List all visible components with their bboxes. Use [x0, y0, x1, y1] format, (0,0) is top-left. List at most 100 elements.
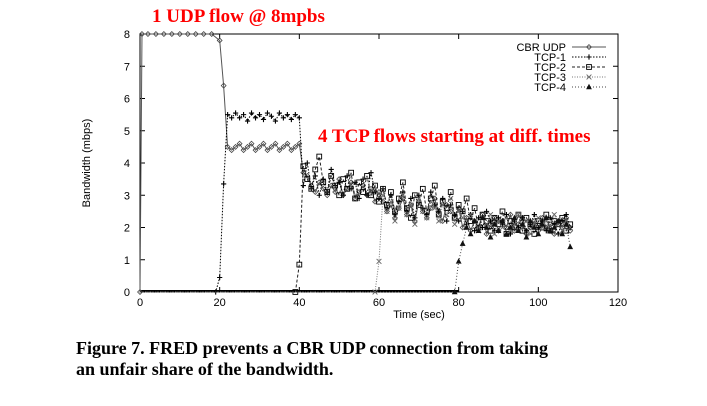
data-point-tcp-3 — [416, 195, 422, 202]
data-point-cbr-udp — [284, 140, 291, 147]
bandwidth-chart: 0 20 40 60 80 100 120 0 1 2 3 4 5 6 7 8 Time (sec) Bandwi… — [81, 29, 627, 321]
data-point-tcp-2 — [364, 173, 370, 179]
legend-marker-tcp-4 — [586, 83, 592, 90]
data-point-tcp-2 — [447, 189, 454, 195]
data-point-tcp-4 — [471, 217, 478, 224]
data-point-tcp-2 — [308, 185, 315, 192]
data-point-cbr-udp — [495, 227, 502, 234]
data-point-tcp-1 — [272, 118, 279, 124]
data-point-cbr-udp — [384, 208, 390, 215]
data-point-cbr-udp — [507, 211, 514, 218]
data-point-tcp-2 — [559, 214, 566, 221]
y-tick-label: 8 — [124, 29, 130, 41]
data-point-tcp-3 — [392, 218, 398, 224]
data-point-cbr-udp — [244, 143, 251, 150]
data-point-tcp-2 — [423, 208, 430, 215]
data-point-cbr-udp — [320, 185, 327, 192]
y-tick-label: 0 — [124, 287, 130, 299]
data-point-cbr-udp — [427, 205, 434, 212]
data-point-cbr-udp — [272, 140, 279, 147]
data-point-tcp-4 — [511, 214, 518, 221]
data-point-tcp-3 — [428, 198, 434, 205]
x-tick-label: 120 — [609, 297, 627, 309]
data-point-tcp-4 — [567, 243, 574, 250]
data-point-tcp-2 — [535, 218, 542, 224]
data-point-tcp-2 — [336, 192, 343, 199]
data-point-cbr-udp — [268, 143, 275, 150]
data-point-tcp-3 — [408, 202, 414, 208]
data-point-tcp-4 — [515, 227, 522, 234]
data-point-tcp-1 — [420, 205, 426, 211]
data-point-tcp-2 — [419, 185, 426, 192]
data-point-tcp-2 — [340, 176, 347, 182]
data-point-cbr-udp — [184, 31, 191, 37]
y-tick-label: 3 — [124, 190, 130, 202]
data-point-cbr-udp — [228, 147, 235, 154]
data-point-tcp-1 — [368, 170, 374, 176]
data-point-cbr-udp — [208, 31, 215, 37]
series-line-tcp-2 — [140, 156, 571, 293]
data-point-tcp-1 — [284, 112, 290, 118]
data-point-tcp-2 — [455, 202, 462, 208]
data-point-tcp-1 — [244, 118, 251, 124]
data-point-tcp-4 — [531, 224, 538, 230]
data-point-tcp-1 — [531, 212, 537, 218]
data-point-cbr-udp — [423, 214, 430, 221]
data-point-tcp-3 — [447, 195, 454, 202]
data-point-tcp-1 — [264, 110, 271, 116]
data-point-tcp-1 — [559, 218, 565, 224]
data-point-tcp-2 — [443, 205, 450, 212]
data-point-tcp-1 — [236, 115, 243, 121]
figure-caption: Figure 7. FRED prevents a CBR UDP connec… — [76, 338, 676, 380]
data-point-tcp-4 — [455, 258, 462, 264]
data-point-tcp-4 — [487, 233, 494, 240]
data-point-tcp-3 — [455, 208, 462, 215]
data-point-cbr-udp — [139, 31, 145, 37]
data-point-tcp-1 — [456, 218, 462, 224]
data-point-tcp-2 — [332, 182, 339, 189]
data-point-tcp-3 — [515, 211, 522, 218]
series-line-cbr-udp — [139, 33, 571, 293]
data-point-tcp-1 — [292, 112, 298, 118]
data-point-tcp-4 — [527, 217, 534, 224]
data-point-cbr-udp — [276, 147, 283, 154]
data-point-tcp-1 — [444, 218, 450, 224]
data-point-cbr-udp — [256, 143, 263, 150]
data-point-tcp-4 — [543, 214, 550, 221]
data-point-tcp-1 — [252, 115, 259, 121]
y-tick-label: 1 — [124, 255, 130, 267]
data-point-cbr-udp — [288, 147, 295, 154]
data-point-tcp-1 — [360, 176, 366, 182]
data-point-tcp-4 — [451, 288, 458, 295]
data-point-cbr-udp — [137, 289, 143, 295]
legend-marker-cbr-udp — [586, 44, 592, 50]
data-point-tcp-4 — [563, 221, 570, 227]
series-tcp-3 — [140, 192, 573, 295]
data-point-tcp-1 — [316, 192, 322, 198]
data-point-tcp-2 — [316, 153, 323, 160]
data-point-tcp-3 — [396, 205, 402, 211]
data-point-tcp-1 — [336, 179, 342, 185]
y-axis-label: Bandwidth (mbps) — [81, 119, 93, 208]
data-point-tcp-2 — [396, 195, 402, 202]
legend-marker-tcp-1 — [586, 54, 592, 60]
data-point-tcp-1 — [268, 113, 275, 119]
data-point-tcp-4 — [507, 224, 514, 230]
data-point-cbr-udp — [292, 143, 299, 150]
data-point-tcp-1 — [344, 173, 350, 179]
data-point-tcp-2 — [412, 192, 418, 199]
data-point-tcp-1 — [503, 212, 510, 218]
data-point-cbr-udp — [145, 31, 151, 37]
data-point-tcp-4 — [535, 230, 542, 237]
data-point-tcp-3 — [499, 224, 506, 231]
data-point-tcp-3 — [451, 221, 458, 227]
data-point-tcp-3 — [388, 198, 394, 205]
data-point-tcp-1 — [248, 110, 255, 116]
data-point-tcp-1 — [221, 181, 227, 187]
data-point-tcp-1 — [280, 115, 286, 121]
data-point-tcp-2 — [368, 192, 374, 199]
data-point-tcp-2 — [499, 208, 506, 215]
data-point-cbr-udp — [503, 224, 510, 231]
data-point-cbr-udp — [168, 31, 175, 37]
